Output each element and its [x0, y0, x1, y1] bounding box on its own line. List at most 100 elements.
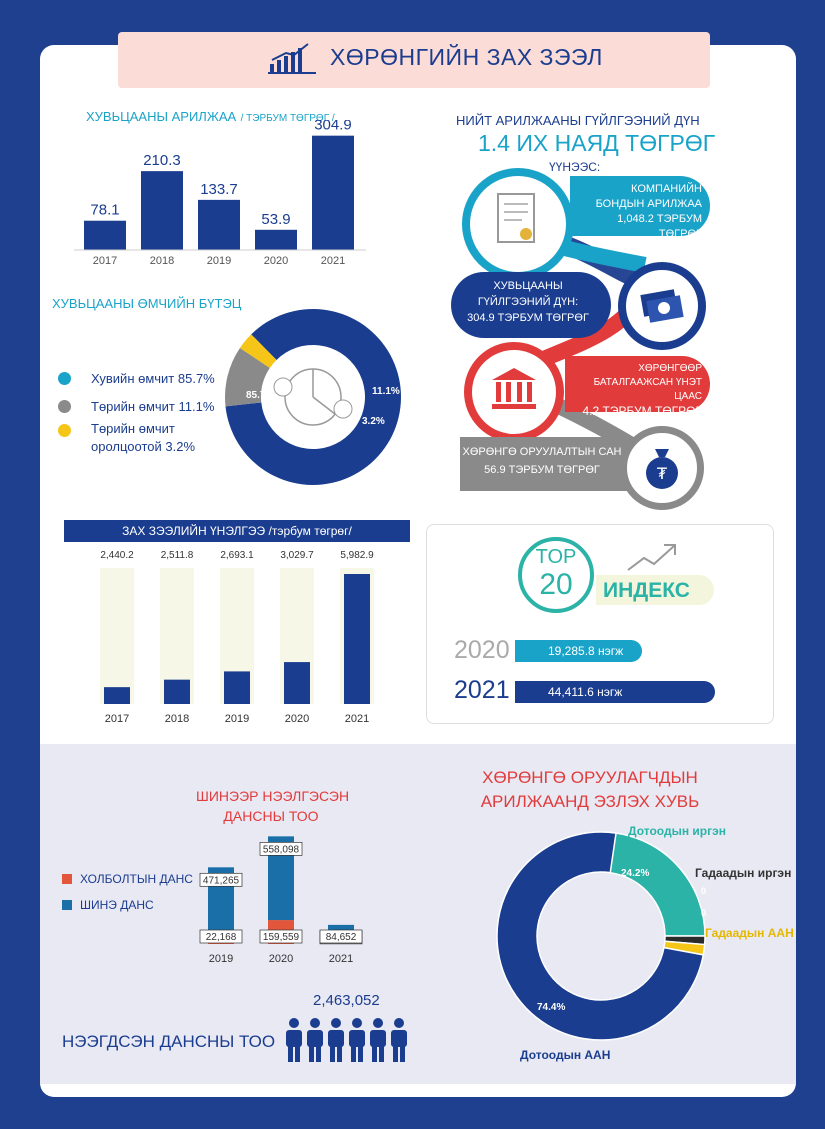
ownership-slice-state-participation	[239, 334, 277, 369]
legend-dot-icon	[58, 371, 71, 385]
new-account-bar	[328, 924, 354, 932]
market-value-label: 3,029.7	[280, 550, 314, 561]
investor-slice-domestic-entity	[496, 831, 705, 1041]
total-title: НИЙТ АРИЛЖААНЫ ГҮЙЛГЭЭНИЙ ДҮН	[456, 113, 700, 128]
label-domestic-entity: Дотоодын ААН	[520, 1048, 611, 1062]
trading-year-label: 2019	[207, 255, 231, 267]
ownership-title: ХУВЬЦААНЫ ӨМЧИЙН БҮТЭЦ	[52, 296, 242, 311]
accounts-title-line2: ДАНСНЫ ТОО	[223, 808, 319, 824]
legend-item-linked: ХОЛБОЛТЫН ДАНС	[62, 866, 193, 892]
trading-chart-unit: / ТЭРБУМ ТӨГРӨГ /	[240, 113, 335, 124]
investor-pct-foreign-individual: 0.6%	[701, 886, 707, 896]
market-bar	[164, 679, 190, 704]
person-leg-icon	[316, 1046, 321, 1062]
person-icon	[273, 377, 293, 397]
trading-chart-heading: ХУВЬЦААНЫ АРИЛЖАА / ТЭРБУМ ТӨГРӨГ /	[86, 108, 335, 126]
money-icon	[618, 262, 706, 350]
money-bag-icon: ₮	[620, 426, 704, 510]
market-bar	[104, 687, 130, 704]
trading-bar	[141, 171, 183, 250]
opened-label: НЭЭГДСЭН ДАНСНЫ ТОО	[62, 1032, 276, 1051]
asset-backed-text: ХӨРӨНГӨӨР БАТАЛГААЖСАН ҮНЭТ ЦААС 4.2 ТЭР…	[570, 362, 702, 418]
legend-label: ШИНЭ ДАНС	[80, 898, 154, 912]
accounts-year-label: 2020	[269, 953, 293, 965]
people-icon-row	[286, 1018, 407, 1062]
trading-bar	[312, 135, 354, 250]
person-leg-icon	[372, 1046, 377, 1062]
shares-line1: ХУВЬЦААНЫ	[493, 280, 563, 292]
investor-slice-domestic-individual	[603, 831, 706, 937]
investors-title-line1: ХӨРӨНГӨ ОРУУЛАГЧДЫН	[482, 768, 698, 787]
person-leg-icon	[358, 1046, 363, 1062]
trading-bar	[198, 199, 240, 250]
linked-account-label-box	[199, 929, 243, 944]
market-value-label: 5,982.9	[340, 550, 374, 561]
market-bar-background	[100, 568, 134, 704]
trading-value-label: 53.9	[261, 211, 290, 228]
investor-donut-chart: 24.2% 0.6% 0.8% 74.4%	[496, 831, 707, 1041]
index-bar-2020	[515, 640, 642, 662]
shares-text: ХУВЬЦААНЫ ГҮЙЛГЭЭНИЙ ДҮН: 304.9 ТЭРБУМ Т…	[458, 278, 598, 326]
shares-line2: ГҮЙЛГЭЭНИЙ ДҮН:	[477, 296, 579, 308]
bank-icon	[464, 342, 564, 442]
bond-line1: КОМПАНИЙН	[631, 183, 702, 195]
market-year-label: 2019	[225, 713, 249, 725]
fund-line2: 56.9 ТЭРБУМ ТӨГРӨГ	[484, 464, 600, 476]
person-leg-icon	[288, 1046, 293, 1062]
label-foreign-individual: Гадаадын иргэн	[695, 866, 792, 880]
person-leg-icon	[330, 1046, 335, 1062]
market-bar	[224, 671, 250, 704]
person-body-icon	[391, 1030, 407, 1047]
person-icon	[394, 1018, 404, 1028]
ownership-legend: Хувийн өмчит 85.7% Төрийн өмчит 11.1% Тө…	[58, 364, 215, 456]
trading-value-label: 133.7	[200, 181, 238, 198]
trading-year-label: 2017	[93, 255, 117, 267]
index-year-2021: 2021	[454, 676, 510, 704]
accounts-year-label: 2021	[329, 953, 353, 965]
linked-account-label: 22,168	[206, 932, 237, 943]
asset-backed-box	[565, 356, 710, 412]
legend-label: ХОЛБОЛТЫН ДАНС	[80, 872, 193, 886]
market-year-label: 2018	[165, 713, 189, 725]
bond-text: КОМПАНИЙН БОНДЫН АРИЛЖАА 1,048.2 ТЭРБУМ …	[576, 182, 702, 242]
accounts-year-label: 2019	[209, 953, 233, 965]
pie-line-icon	[312, 396, 336, 415]
legend-item-state-participation: Төрийн өмчит оролцоотой 3.2%	[58, 420, 215, 456]
new-account-label-box	[199, 872, 243, 887]
legend-item-new: ШИНЭ ДАНС	[62, 892, 193, 918]
legend-dot-icon	[58, 399, 71, 413]
person-body-icon	[370, 1030, 386, 1047]
ownership-slice-private	[225, 309, 401, 485]
trading-value-label: 304.9	[314, 120, 352, 134]
new-account-label-box	[259, 842, 303, 856]
trading-year-label: 2021	[321, 255, 345, 267]
accounts-title: ШИНЭЭР НЭЭЛГЭСЭН ДАНСНЫ ТОО	[196, 786, 349, 826]
fund-box	[460, 437, 630, 491]
index-pill	[596, 575, 714, 605]
trading-bar	[255, 229, 297, 250]
market-value-label: 2,693.1	[220, 550, 254, 561]
new-account-label: 558,098	[263, 844, 300, 855]
trading-value-label: 78.1	[90, 202, 119, 219]
accounts-legend: ХОЛБОЛТЫН ДАНС ШИНЭ ДАНС	[62, 866, 193, 918]
bond-line2: БОНДЫН АРИЛЖАА	[595, 198, 702, 210]
person-body-icon	[286, 1030, 302, 1047]
linked-account-label-box	[259, 929, 303, 944]
investor-pct-domestic-entity: 74.4%	[537, 1002, 565, 1013]
legend-item-state: Төрийн өмчит 11.1%	[58, 392, 215, 420]
person-icon	[310, 1018, 320, 1028]
label-domestic-individual: Дотоодын иргэн	[628, 824, 726, 838]
ownership-pct-participation: 3.2%	[362, 416, 385, 427]
svg-text:₮: ₮	[657, 464, 668, 483]
market-year-label: 2021	[345, 713, 369, 725]
market-value-label: 2,440.2	[100, 550, 134, 561]
legend-dot-icon	[58, 424, 71, 437]
shares-box	[451, 272, 611, 338]
trading-bar	[84, 220, 126, 250]
legend-label: Төрийн өмчит	[91, 421, 175, 436]
label-foreign-entity: Гадаадын ААН	[705, 926, 794, 940]
person-icon	[333, 399, 353, 419]
legend-label: оролцоотой 3.2%	[91, 439, 196, 454]
index-year-2020: 2020	[454, 636, 510, 664]
market-year-label: 2017	[105, 713, 129, 725]
